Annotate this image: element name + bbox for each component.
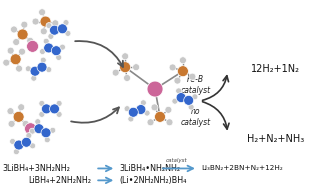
Circle shape — [165, 106, 172, 113]
Circle shape — [122, 53, 129, 60]
Circle shape — [34, 124, 44, 134]
Circle shape — [40, 57, 46, 63]
Circle shape — [30, 143, 36, 149]
Circle shape — [13, 149, 19, 155]
Circle shape — [44, 137, 50, 143]
Circle shape — [151, 104, 158, 111]
Circle shape — [57, 24, 67, 34]
Circle shape — [39, 9, 46, 16]
Circle shape — [166, 119, 173, 126]
Circle shape — [176, 88, 182, 94]
Circle shape — [178, 66, 188, 77]
Circle shape — [37, 62, 47, 72]
Circle shape — [7, 47, 14, 54]
Circle shape — [39, 100, 45, 106]
Circle shape — [43, 38, 49, 44]
Text: H₂+N₂+NH₃: H₂+N₂+NH₃ — [247, 134, 304, 144]
Text: Li₃BN₂+2BN+N₂+12H₂: Li₃BN₂+2BN+N₂+12H₂ — [201, 165, 282, 171]
Circle shape — [179, 57, 187, 64]
Circle shape — [41, 104, 51, 114]
Circle shape — [39, 49, 46, 54]
Circle shape — [56, 54, 62, 60]
Circle shape — [136, 105, 146, 115]
Circle shape — [112, 69, 119, 76]
Circle shape — [41, 128, 51, 138]
Circle shape — [35, 119, 41, 125]
Circle shape — [29, 128, 35, 134]
Circle shape — [40, 16, 51, 27]
Circle shape — [169, 64, 176, 71]
Circle shape — [49, 25, 59, 35]
Circle shape — [11, 26, 17, 33]
Circle shape — [26, 132, 32, 139]
Circle shape — [3, 59, 10, 66]
Circle shape — [124, 106, 130, 112]
Circle shape — [32, 18, 39, 25]
Text: 3LiBH₄+3NH₂NH₂: 3LiBH₄+3NH₂NH₂ — [3, 164, 71, 173]
Circle shape — [144, 110, 150, 116]
Circle shape — [189, 73, 196, 80]
Circle shape — [18, 104, 25, 111]
Circle shape — [17, 29, 28, 40]
Circle shape — [22, 120, 29, 127]
Text: (Li•2NH₂NH₂)BH₄: (Li•2NH₂NH₂)BH₄ — [119, 176, 187, 185]
Circle shape — [30, 66, 40, 76]
Circle shape — [31, 75, 37, 81]
Circle shape — [154, 111, 166, 122]
Circle shape — [13, 39, 20, 46]
Circle shape — [184, 95, 194, 105]
Text: Fe-B
catalyst: Fe-B catalyst — [181, 75, 211, 95]
Circle shape — [8, 120, 15, 127]
Circle shape — [174, 77, 181, 84]
Circle shape — [56, 100, 62, 106]
Text: 12H₂+1N₂: 12H₂+1N₂ — [251, 64, 300, 74]
Circle shape — [52, 20, 59, 27]
Text: catalyst: catalyst — [166, 158, 188, 163]
Circle shape — [49, 104, 59, 114]
Circle shape — [133, 64, 140, 71]
Circle shape — [120, 62, 131, 73]
Circle shape — [46, 67, 52, 73]
Circle shape — [10, 139, 16, 144]
Circle shape — [25, 66, 31, 72]
Circle shape — [128, 116, 134, 122]
Circle shape — [10, 54, 21, 65]
Circle shape — [51, 46, 61, 56]
Circle shape — [13, 111, 24, 122]
Circle shape — [176, 93, 186, 103]
Circle shape — [19, 48, 25, 55]
Circle shape — [48, 33, 54, 39]
Circle shape — [192, 94, 198, 100]
Circle shape — [172, 98, 178, 104]
Circle shape — [65, 30, 71, 36]
Circle shape — [124, 74, 131, 81]
Circle shape — [44, 43, 54, 53]
Text: no
catalyst: no catalyst — [181, 107, 211, 127]
Circle shape — [27, 37, 34, 44]
Circle shape — [25, 123, 37, 135]
Circle shape — [188, 104, 194, 110]
Text: LiBH₄+2NH₂NH₂: LiBH₄+2NH₂NH₂ — [29, 176, 91, 185]
Circle shape — [140, 100, 146, 106]
Circle shape — [7, 108, 14, 115]
Circle shape — [46, 23, 52, 29]
Circle shape — [22, 137, 31, 147]
Circle shape — [15, 65, 22, 72]
Text: 3LiBH₄•NH₂NH₂: 3LiBH₄•NH₂NH₂ — [119, 164, 180, 173]
Circle shape — [63, 20, 69, 26]
Circle shape — [39, 111, 45, 117]
Circle shape — [40, 28, 47, 35]
Circle shape — [14, 140, 24, 150]
Circle shape — [147, 81, 163, 97]
Circle shape — [59, 44, 65, 50]
Circle shape — [50, 127, 56, 133]
Circle shape — [128, 107, 138, 117]
Circle shape — [21, 21, 28, 28]
Circle shape — [147, 119, 154, 126]
Circle shape — [56, 111, 62, 117]
Circle shape — [27, 40, 39, 52]
